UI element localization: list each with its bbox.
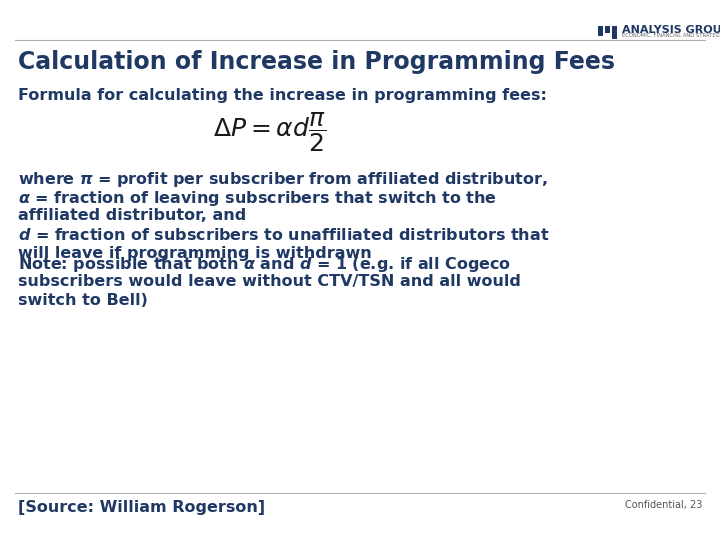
Text: [Source: William Rogerson]: [Source: William Rogerson]: [18, 500, 265, 515]
Text: $\boldsymbol{\alpha}$ = fraction of leaving subscribers that switch to the: $\boldsymbol{\alpha}$ = fraction of leav…: [18, 189, 497, 208]
Text: ANALYSIS GROUP: ANALYSIS GROUP: [622, 25, 720, 35]
Text: affiliated distributor, and: affiliated distributor, and: [18, 208, 246, 223]
Text: Note: possible that both $\boldsymbol{\alpha}$ and $\boldsymbol{d}$ = 1 (e.g. if: Note: possible that both $\boldsymbol{\a…: [18, 255, 511, 274]
Bar: [612, 26, 617, 39]
Text: Formula for calculating the increase in programming fees:: Formula for calculating the increase in …: [18, 88, 547, 103]
Text: ECONOMIC, FINANCIAL AND STRATEGY CONSULTANTS: ECONOMIC, FINANCIAL AND STRATEGY CONSULT…: [622, 33, 720, 38]
Bar: [598, 26, 603, 36]
Bar: [605, 26, 610, 33]
Text: subscribers would leave without CTV/TSN and all would: subscribers would leave without CTV/TSN …: [18, 274, 521, 289]
Text: switch to Bell): switch to Bell): [18, 293, 148, 308]
Text: Confidential, 23: Confidential, 23: [625, 500, 702, 510]
Text: will leave if programming is withdrawn: will leave if programming is withdrawn: [18, 246, 372, 261]
Text: $\boldsymbol{d}$ = fraction of subscribers to unaffiliated distributors that: $\boldsymbol{d}$ = fraction of subscribe…: [18, 227, 549, 243]
Text: where $\boldsymbol{\pi}$ = profit per subscriber from affiliated distributor,: where $\boldsymbol{\pi}$ = profit per su…: [18, 170, 548, 189]
Text: Calculation of Increase in Programming Fees: Calculation of Increase in Programming F…: [18, 50, 615, 74]
Text: $\Delta P = \alpha d \dfrac{\pi}{2}$: $\Delta P = \alpha d \dfrac{\pi}{2}$: [213, 110, 327, 154]
